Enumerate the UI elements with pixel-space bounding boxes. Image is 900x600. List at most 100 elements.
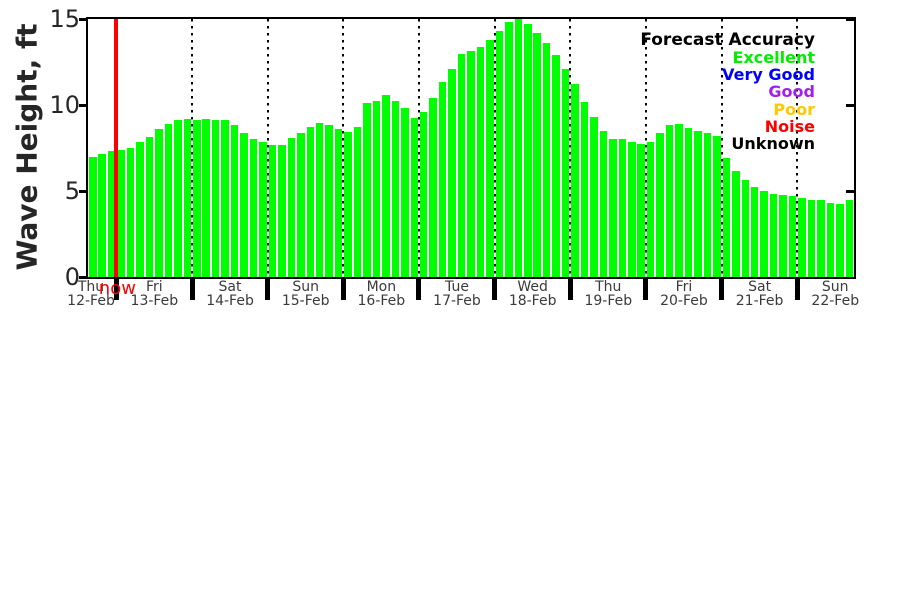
bar <box>268 144 277 277</box>
bar <box>769 193 778 277</box>
y-axis-tick-mark-right <box>846 190 854 193</box>
bar <box>779 195 787 277</box>
legend-items: Excellent Very Good Good Poor Noise Unknown <box>640 49 815 152</box>
bar <box>221 120 229 277</box>
bar <box>637 143 645 277</box>
day-boundary-tick <box>794 277 800 300</box>
bar <box>703 132 712 277</box>
bar <box>240 133 248 277</box>
bar <box>618 139 627 277</box>
day-boundary-tick <box>492 277 498 300</box>
bar <box>401 108 409 277</box>
x-axis-day-label: Mon 16-Feb <box>321 280 441 308</box>
bar <box>552 55 560 277</box>
bar <box>457 54 466 277</box>
day-date: 14-Feb <box>206 293 254 309</box>
day-boundary-line <box>191 19 194 277</box>
bar <box>590 117 598 277</box>
x-axis-day-label: Fri 20-Feb <box>624 280 744 308</box>
plot-area <box>86 17 856 279</box>
x-axis-day-label: Fri 13-Feb <box>94 280 214 308</box>
day-boundary-line <box>493 19 496 277</box>
legend-item-noise: Noise <box>764 116 815 136</box>
bar <box>278 145 286 277</box>
bar <box>391 100 400 277</box>
legend-item-very-good: Very Good <box>722 65 815 85</box>
x-axis-day-label: Sun 22-Feb <box>775 280 895 308</box>
bar <box>145 136 154 277</box>
day-date: 17-Feb <box>433 293 481 309</box>
bar <box>419 111 428 277</box>
y-axis-tick-mark <box>79 190 88 193</box>
day-name: Tue <box>445 279 469 295</box>
bar <box>107 151 116 277</box>
day-boundary-line <box>644 19 647 277</box>
bar <box>760 191 768 277</box>
legend: Forecast Accuracy Excellent Very Good Good… <box>640 31 815 152</box>
legend-item-unknown: Unknown <box>731 134 815 154</box>
bar <box>665 124 674 277</box>
bar <box>448 68 456 277</box>
day-date: 19-Feb <box>584 293 633 309</box>
y-axis-tick-mark-right <box>846 104 854 107</box>
y-axis-title: Wave Height, ft <box>10 23 44 271</box>
bar <box>609 138 617 277</box>
bar <box>580 102 589 277</box>
bar <box>202 118 210 277</box>
legend-item-excellent: Excellent <box>732 48 815 67</box>
bar <box>836 203 844 277</box>
bar <box>798 197 806 277</box>
x-axis-day-label: Tue 17-Feb <box>397 280 517 308</box>
bar <box>372 100 381 277</box>
day-date: 22-Feb <box>811 293 860 309</box>
bar <box>732 171 740 277</box>
day-name: Thu <box>595 279 622 295</box>
bar <box>315 123 324 277</box>
bar <box>684 128 693 277</box>
bar <box>694 130 702 277</box>
bar <box>211 120 220 277</box>
bar <box>656 132 664 277</box>
day-boundary-line <box>720 19 723 277</box>
day-name: Sat <box>218 279 242 295</box>
y-axis-tick-label: 15 <box>49 5 80 33</box>
day-date: 13-Feb <box>130 293 179 309</box>
bar <box>505 21 513 277</box>
bar <box>363 103 371 277</box>
x-axis-day-label: Wed 18-Feb <box>473 280 593 308</box>
day-boundary-tick <box>643 277 649 300</box>
bar <box>429 98 437 277</box>
x-axis-day-label: Sun 15-Feb <box>246 280 366 308</box>
bar <box>599 130 608 277</box>
bar <box>155 129 163 277</box>
bar <box>495 31 504 277</box>
day-name: Wed <box>517 279 548 295</box>
x-axis-day-label: Thu 12-Feb <box>31 280 151 308</box>
day-boundary-tick <box>189 277 195 300</box>
day-date: 15-Feb <box>281 293 330 309</box>
bar <box>628 141 636 277</box>
day-boundary-line <box>569 19 572 277</box>
x-axis-day-label: Thu 19-Feb <box>548 280 668 308</box>
bar <box>164 123 173 277</box>
bar <box>249 139 258 277</box>
bar <box>353 127 362 277</box>
day-date: 18-Feb <box>508 293 557 309</box>
x-axis-day-label: Sat 14-Feb <box>170 280 290 308</box>
bar <box>174 120 182 277</box>
day-boundary-line <box>266 19 269 277</box>
bar <box>533 32 541 277</box>
bar <box>788 196 797 277</box>
bar <box>807 199 816 277</box>
bar <box>524 24 532 277</box>
day-date: 16-Feb <box>357 293 406 309</box>
legend-title: Forecast Accuracy <box>640 30 815 50</box>
bar <box>542 43 551 277</box>
now-label: now <box>98 278 136 299</box>
day-name: Sun <box>821 279 849 295</box>
bar <box>297 132 305 277</box>
bar <box>817 200 825 277</box>
day-boundary-tick <box>719 277 725 300</box>
y-axis-tick-label: 0 <box>64 263 80 291</box>
